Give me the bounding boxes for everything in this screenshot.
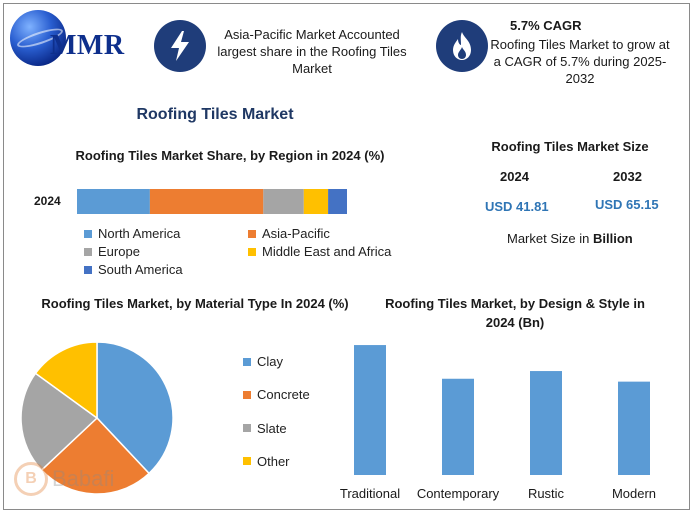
market-size-note: Market Size in Billion (507, 231, 633, 246)
region-category-label: 2024 (34, 194, 61, 208)
legend-item-north-america: North America (84, 226, 180, 241)
globe-icon (10, 10, 66, 66)
legend-item-asia-pacific: Asia-Pacific (248, 226, 330, 241)
legend-item-slate: Slate (243, 421, 287, 436)
legend-item-middle-east-and-africa: Middle East and Africa (248, 244, 391, 259)
legend-swatch (243, 390, 251, 399)
pie-slice-other (34, 341, 98, 420)
legend-label: South America (98, 262, 183, 277)
design-category-label-contemporary: Contemporary (416, 486, 500, 501)
legend-label: Middle East and Africa (262, 244, 392, 259)
design-chart-title: Roofing Tiles Market, by Design & Style … (385, 296, 645, 330)
design-category-label-rustic: Rustic (527, 486, 565, 501)
market-size-value-2024: USD 41.81 (485, 199, 549, 214)
infographic-frame (3, 3, 690, 510)
mmr-logo: MMR (10, 8, 140, 68)
material-chart-title: Roofing Tiles Market, by Material Type I… (41, 296, 349, 311)
region-segment-north-america (77, 189, 150, 214)
legend-item-south-america: South America (84, 262, 183, 277)
babafi-watermark: B Babafi (14, 462, 114, 496)
lightning-icon (154, 20, 206, 72)
legend-label: Slate (257, 420, 287, 436)
market-size-year-2032: 2032 (613, 169, 642, 184)
design-bar-modern (618, 381, 650, 475)
watermark-logo-icon: B (14, 462, 48, 496)
legend-swatch (248, 247, 256, 256)
legend-swatch (243, 457, 251, 466)
legend-item-other: Other (243, 454, 290, 469)
pie-slice-concrete (40, 416, 151, 495)
legend-item-concrete: Concrete (243, 387, 310, 402)
legend-label: Europe (98, 244, 140, 259)
info-apac-text: Asia-Pacific Market Accounted largest sh… (217, 27, 407, 76)
cagr-text: Roofing Tiles Market to grow at a CAGR o… (490, 37, 670, 86)
legend-swatch (84, 265, 92, 274)
legend-swatch (84, 229, 92, 238)
legend-label: Other (257, 453, 290, 469)
design-bar-contemporary (442, 378, 474, 475)
legend-item-clay: Clay (243, 354, 283, 369)
market-size-title: Roofing Tiles Market Size (491, 139, 649, 154)
legend-swatch (84, 247, 92, 256)
legend-swatch (243, 357, 251, 366)
legend-swatch (243, 424, 251, 433)
legend-swatch (248, 229, 256, 238)
legend-item-europe: Europe (84, 244, 140, 259)
market-size-value-2032: USD 65.15 (595, 197, 659, 212)
cagr-title: 5.7% CAGR (510, 18, 582, 33)
region-segment-asia-pacific (149, 189, 264, 214)
legend-label: North America (98, 226, 181, 241)
market-size-year-2024: 2024 (500, 169, 529, 184)
design-category-label-traditional: Traditional (339, 486, 401, 501)
design-bar-traditional (354, 345, 386, 475)
watermark-text: Babafi (52, 466, 115, 491)
design-bar-rustic (530, 371, 562, 475)
legend-label: Concrete (257, 387, 310, 403)
legend-label: Asia-Pacific (262, 226, 330, 241)
design-category-label-modern: Modern (611, 486, 657, 501)
region-segment-europe (263, 189, 304, 214)
logo-text: MMR (50, 30, 125, 61)
region-chart-title: Roofing Tiles Market Share, by Region in… (75, 148, 385, 163)
flame-icon (436, 20, 488, 72)
pie-slice-clay (96, 341, 174, 475)
region-segment-middle-east-and-africa (303, 189, 329, 214)
legend-label: Clay (257, 354, 284, 369)
page-title: Roofing Tiles Market (136, 106, 294, 123)
region-segment-south-america (328, 189, 347, 214)
